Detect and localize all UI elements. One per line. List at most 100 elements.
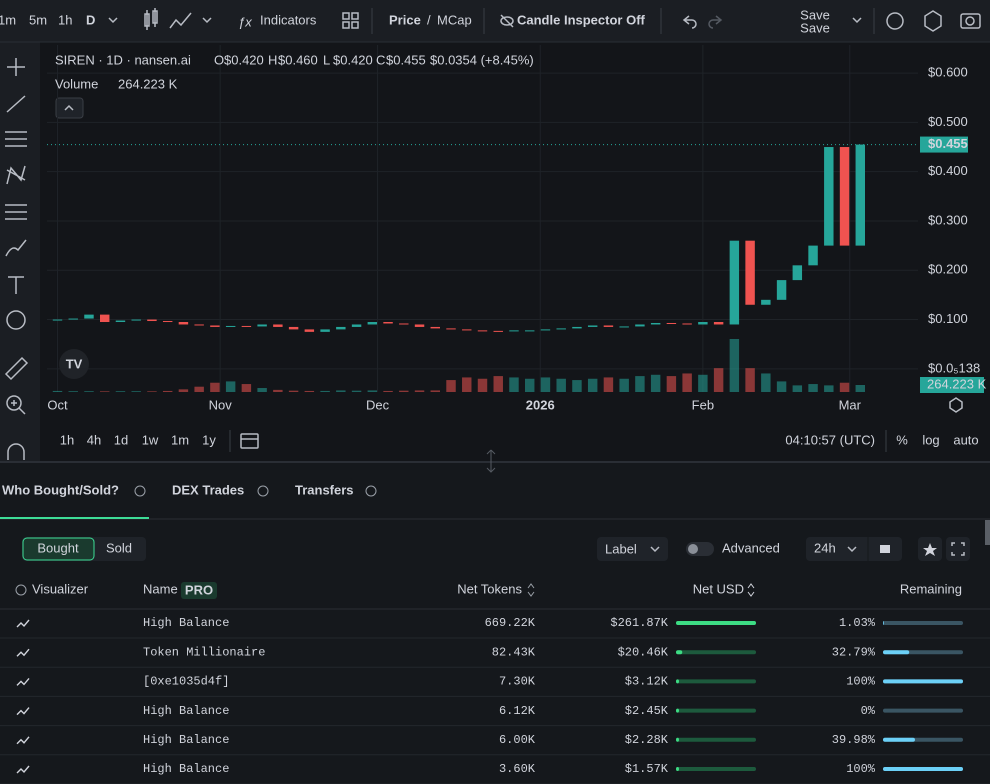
- volume-bar: [414, 390, 425, 392]
- scrollbar[interactable]: [985, 520, 990, 545]
- drawing-tools[interactable]: [4, 58, 29, 460]
- volume-bar: [178, 389, 189, 392]
- save-button[interactable]: Save: [800, 7, 830, 22]
- candle: [477, 330, 488, 332]
- resize-handle[interactable]: [486, 449, 496, 473]
- interval-button[interactable]: 1h: [58, 12, 72, 27]
- candle-inspector[interactable]: Candle Inspector Off: [517, 12, 646, 27]
- remaining: 100%: [846, 762, 876, 776]
- volume-bar: [115, 391, 126, 392]
- ohlc-value: $0.420: [333, 52, 373, 67]
- price-toggle[interactable]: /: [427, 12, 431, 27]
- chevron: [650, 546, 660, 553]
- price-toggle[interactable]: Price: [389, 12, 421, 27]
- range-button[interactable]: 1y: [202, 432, 216, 447]
- label-dropdown[interactable]: [597, 537, 668, 561]
- tab[interactable]: DEX Trades: [172, 482, 244, 497]
- candle: [414, 324, 425, 327]
- alert-icon[interactable]: [886, 12, 904, 30]
- net-tokens: 6.12K: [499, 704, 536, 718]
- chevron[interactable]: [852, 17, 862, 24]
- range-button[interactable]: 4h: [87, 432, 101, 447]
- candle: [619, 326, 629, 328]
- undo[interactable]: [682, 15, 697, 29]
- logo-mark: TV: [66, 356, 83, 371]
- visualize-icon[interactable]: [16, 648, 30, 657]
- candle: [666, 322, 677, 324]
- volume-bar: [603, 377, 614, 392]
- ohlc-key: L: [323, 52, 330, 67]
- net-tokens: 3.60K: [499, 762, 536, 776]
- interval-button[interactable]: 1m: [0, 12, 16, 27]
- volume-bar: [666, 376, 677, 392]
- candle: [367, 322, 378, 325]
- visualize-icon[interactable]: [16, 677, 30, 686]
- price-toggle[interactable]: MCap: [437, 12, 472, 27]
- redo[interactable]: [708, 15, 723, 29]
- volume-bar: [367, 390, 378, 392]
- expand-button[interactable]: [946, 537, 970, 561]
- usd-bar: [676, 679, 679, 684]
- candle: [241, 325, 252, 327]
- scale-option[interactable]: log: [922, 432, 939, 447]
- candle: [84, 314, 94, 319]
- chevron[interactable]: [202, 17, 212, 24]
- x-tick-label: Oct: [47, 397, 68, 412]
- volume-bar: [462, 377, 472, 392]
- column-header[interactable]: Net USD: [693, 581, 744, 596]
- visualize-icon[interactable]: [16, 619, 30, 628]
- volume-bar: [351, 390, 362, 392]
- remaining: 39.98%: [832, 733, 876, 747]
- calendar-icon: [880, 545, 890, 553]
- sold-label[interactable]: Sold: [106, 540, 132, 555]
- remaining-bar: [883, 767, 963, 771]
- volume-bar: [619, 378, 629, 392]
- pro-badge: [181, 582, 217, 599]
- range-button[interactable]: 1m: [171, 432, 189, 447]
- last-price-box: [920, 136, 968, 153]
- candle: [761, 299, 771, 305]
- volume-bar: [288, 390, 299, 392]
- range-button[interactable]: 1w: [142, 432, 159, 447]
- volume-bar: [698, 374, 708, 392]
- interval-button[interactable]: D: [86, 12, 95, 27]
- info-icon: [15, 584, 27, 596]
- camera-icon[interactable]: [960, 13, 981, 29]
- volume-bar: [162, 390, 173, 392]
- range-button[interactable]: 1h: [60, 432, 74, 447]
- settings-icon[interactable]: [924, 10, 942, 32]
- chevron[interactable]: [108, 17, 118, 24]
- ohlc-value: $0.455: [386, 52, 426, 67]
- visualize-icon[interactable]: [16, 736, 30, 745]
- candle: [273, 324, 283, 327]
- volume-bar: [320, 390, 330, 392]
- net-usd: $20.46K: [618, 645, 669, 659]
- line-icon[interactable]: [169, 12, 192, 29]
- volume-bar: [68, 391, 78, 392]
- candles-icon[interactable]: [144, 8, 158, 30]
- collapse-button[interactable]: [55, 97, 84, 119]
- visualize-icon[interactable]: [16, 707, 30, 716]
- candle: [462, 329, 472, 331]
- layout-icon[interactable]: [342, 12, 359, 29]
- tab[interactable]: Transfers: [295, 482, 354, 497]
- usd-bar: [676, 650, 683, 655]
- range-button[interactable]: 1d: [114, 432, 128, 447]
- indicators-button[interactable]: Indicators: [260, 12, 317, 27]
- bought-button[interactable]: [22, 537, 95, 561]
- scale-option[interactable]: auto: [953, 432, 978, 447]
- volume-bar: [304, 390, 315, 392]
- interval-button[interactable]: 5m: [29, 12, 47, 27]
- volume-bar: [273, 389, 283, 392]
- visualize-icon[interactable]: [16, 765, 30, 774]
- info-icon: [134, 485, 146, 497]
- column-header[interactable]: Net Tokens: [457, 581, 522, 596]
- axis-settings[interactable]: [949, 397, 963, 413]
- tab[interactable]: Who Bought/Sold?: [2, 482, 119, 497]
- calendar-icon[interactable]: [240, 433, 259, 449]
- scale-option[interactable]: %: [896, 432, 908, 447]
- candle: [525, 330, 535, 332]
- candle: [556, 328, 566, 330]
- volume-bar: [257, 388, 267, 392]
